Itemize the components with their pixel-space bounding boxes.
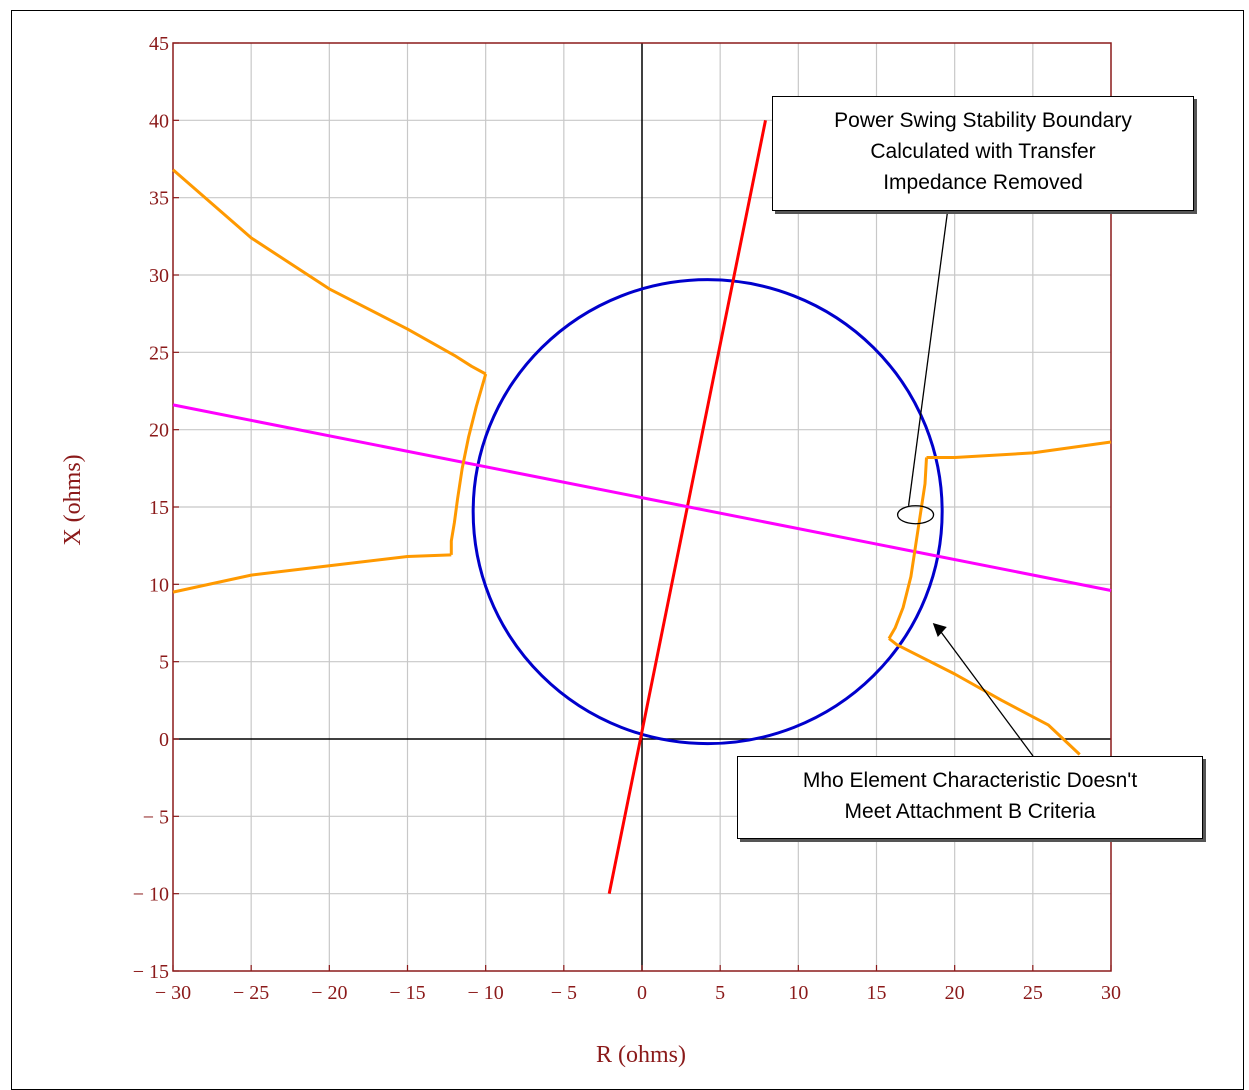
x-tick-label: 0: [637, 982, 647, 1004]
y-tick-label: 15: [149, 497, 169, 519]
mho-arrowhead: [932, 623, 947, 637]
mho-leader-line: [938, 628, 1034, 757]
y-axis-title: X (ohms): [60, 454, 86, 545]
x-tick-label: 15: [867, 982, 887, 1004]
stability-marker-ellipse: [896, 505, 935, 525]
stability-boundary-callout: Power Swing Stability Boundary Calculate…: [772, 96, 1194, 211]
x-tick-label: − 5: [551, 982, 577, 1004]
y-tick-label: 30: [149, 265, 169, 287]
y-tick-label: − 5: [143, 806, 169, 828]
x-tick-label: − 10: [468, 982, 504, 1004]
y-tick-label: 0: [159, 729, 169, 751]
y-tick-label: − 15: [133, 961, 169, 983]
stability-right-inner-series: [887, 457, 928, 640]
x-tick-label: 25: [1023, 982, 1043, 1004]
mho-circle-series: [471, 278, 944, 746]
stability-leader-line: [907, 207, 949, 506]
x-tick-label: − 20: [311, 982, 347, 1004]
tick-labels: − 30 − 25 − 20 − 15 − 10 − 5 0 5 10 15 20 25 30 − 15 −…: [133, 33, 1121, 1004]
x-axis-title: R (ohms): [596, 1042, 686, 1068]
blinder-series: [172, 403, 1112, 592]
y-tick-label: 20: [149, 420, 169, 442]
stability-left-upper-series: [172, 168, 487, 376]
y-tick-label: 10: [149, 574, 169, 596]
stability-left-lower-series: [172, 553, 452, 594]
x-tick-label: 5: [715, 982, 725, 1004]
stability-right-upper-series: [926, 440, 1112, 459]
stability-right-lower-series: [888, 637, 1081, 756]
y-tick-label: 35: [149, 188, 169, 210]
series: [172, 120, 1112, 894]
stability-left-inner-series: [449, 373, 488, 555]
y-tick-label: 25: [149, 342, 169, 364]
x-tick-label: 20: [945, 982, 965, 1004]
x-tick-label: − 15: [389, 982, 425, 1004]
x-tick-label: − 25: [233, 982, 269, 1004]
callout-pointers: [896, 207, 1034, 757]
y-tick-label: 45: [149, 33, 169, 55]
mho-criteria-callout: Mho Element Characteristic Doesn't Meet …: [737, 756, 1203, 839]
x-tick-label: 10: [788, 982, 808, 1004]
x-tick-label: 30: [1101, 982, 1121, 1004]
y-tick-label: − 10: [133, 884, 169, 906]
axes: [172, 42, 1112, 972]
y-tick-label: 5: [159, 652, 169, 674]
x-tick-label: − 30: [155, 982, 191, 1004]
y-tick-label: 40: [149, 110, 169, 132]
